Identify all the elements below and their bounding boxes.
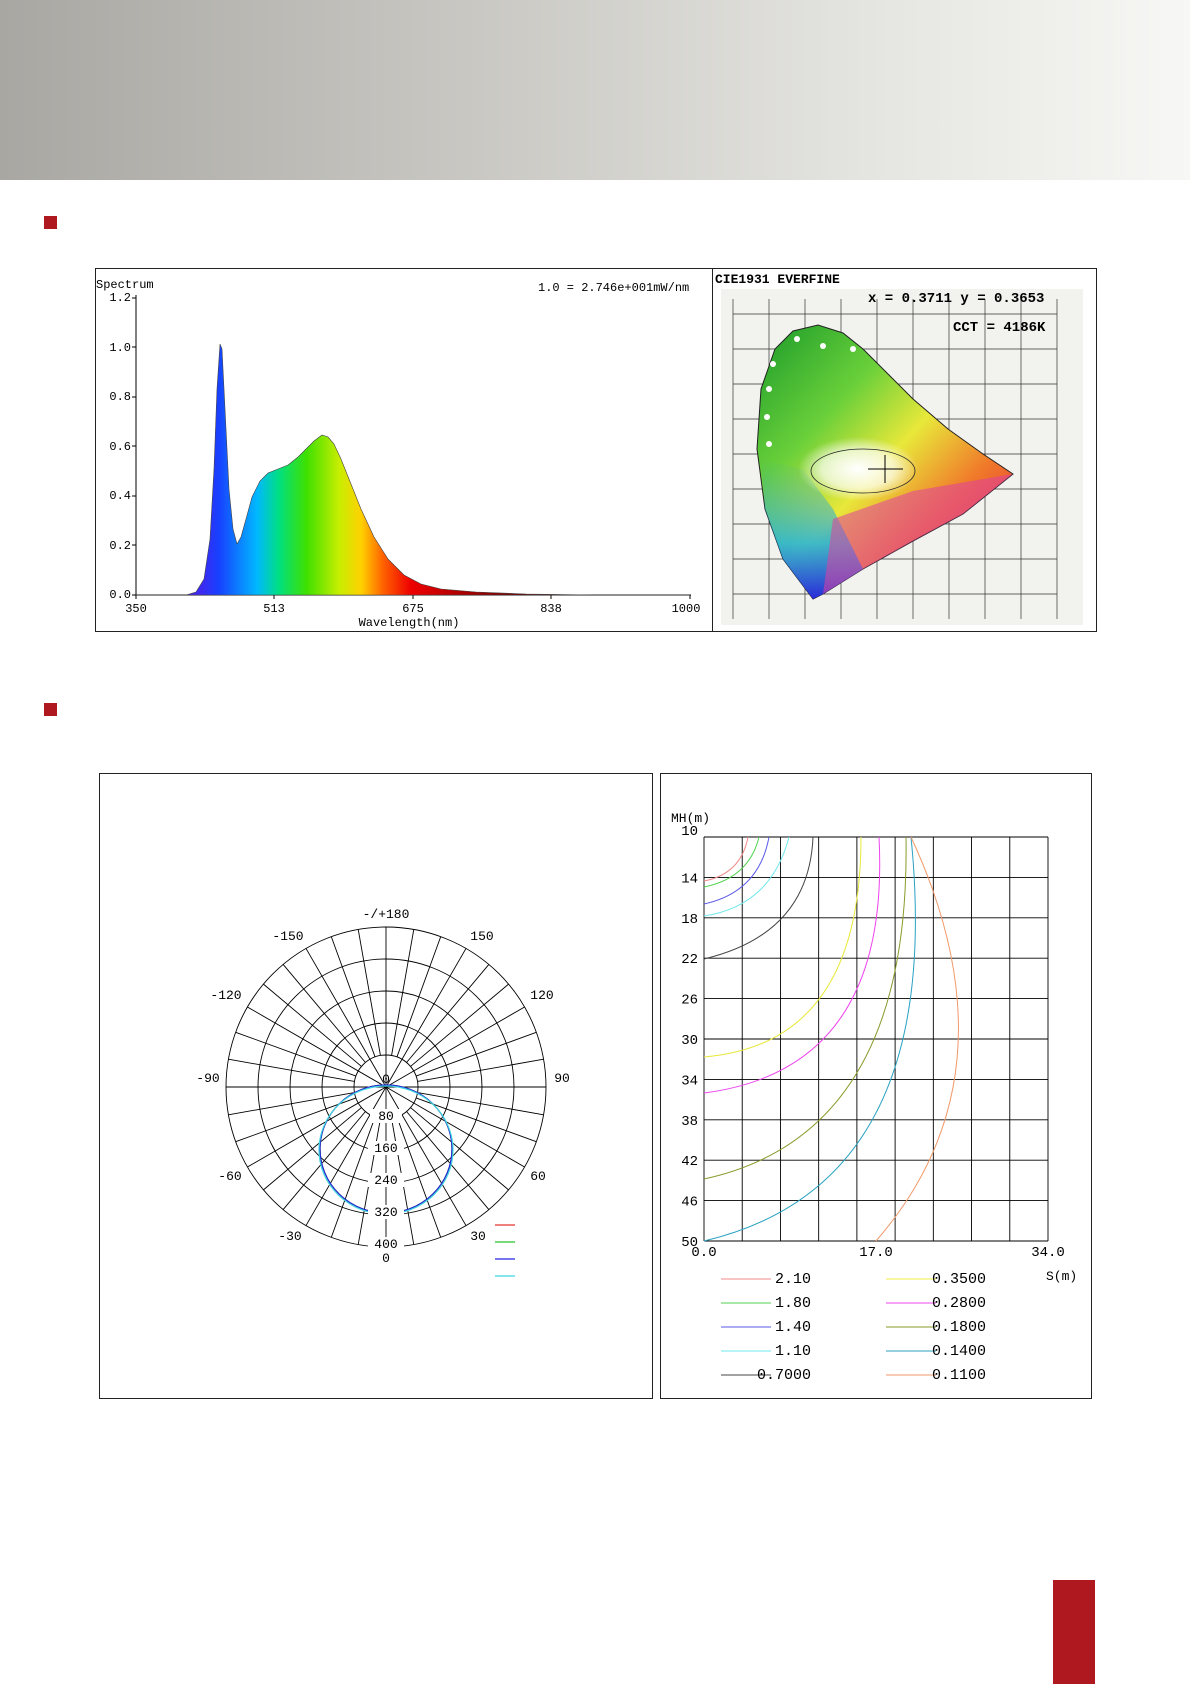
angle-label-n120: -120 [210,988,241,1003]
angle-label-n90: -90 [196,1071,219,1086]
contour-0-1100 [875,836,959,1242]
y-tick-0: 0.0 [109,588,131,602]
angle-label-0: 0 [382,1251,390,1266]
contour-1-40 [703,836,770,905]
spectrum-chart: Spectrum 1.0 = 2.746e+001mW/nm 0.0 0.2 0… [96,278,701,630]
y-tick-5: 1.0 [109,341,131,355]
legend-value: 2.10 [775,1271,811,1288]
section-marker-photometry [44,703,57,716]
isolux-x-label: S(m) [1046,1269,1077,1284]
legend-value: 1.10 [775,1343,811,1360]
legend-value: 0.1100 [932,1367,986,1384]
legend-value: 0.3500 [932,1271,986,1288]
section-marker-spectrum [44,216,57,229]
angle-label-p150: 150 [470,929,493,944]
y-tick-2: 0.4 [109,489,131,503]
angle-label-p90: 90 [554,1071,570,1086]
angle-label-180: -/+180 [363,907,410,922]
cie-diagram-panel: CIE1931 EVERFINE x = 0.3711 y = 0.3653 C… [712,268,1097,632]
isolux-contours [703,836,959,1242]
contour-0-1800 [703,836,907,1180]
legend-value: 1.80 [775,1295,811,1312]
contour-1-10 [703,836,790,917]
contour-0-1400 [703,836,916,1242]
isolux-y-tick: 30 [681,1033,698,1049]
spectrum-scale-note: 1.0 = 2.746e+001mW/nm [538,281,689,295]
legend-value: 0.1800 [932,1319,986,1336]
isolux-y-tick: 42 [681,1154,698,1170]
contour-2-10 [703,836,749,882]
angle-label-p60: 60 [530,1169,546,1184]
angle-label-n30: -30 [278,1229,301,1244]
legend-value: 0.2800 [932,1295,986,1312]
cie-title: CIE1931 EVERFINE [715,272,840,287]
y-tick-4: 0.8 [109,390,131,404]
y-tick-1: 0.2 [109,539,131,553]
x-tick-0: 350 [125,602,147,616]
isolux-y-tick: 46 [681,1195,698,1211]
isolux-y-tick: 34 [681,1073,698,1089]
x-tick-1: 513 [263,602,285,616]
isolux-y-tick: 10 [681,824,698,840]
isolux-y-tick: 26 [681,993,698,1009]
ring-label-400: 400 [374,1237,397,1252]
isolux-legend: 2.10 1.80 1.40 1.10 0.7000 0.3500 0.2800 0.1800… [721,1271,986,1384]
isolux-y-tick: 18 [681,912,698,928]
polar-diagram-panel: -/+180 -150 150 -120 120 -90 90 -60 60 -… [99,773,653,1399]
y-tick-6: 1.2 [109,291,131,305]
ring-label-0: 0 [382,1072,390,1087]
legend-value: 0.1400 [932,1343,986,1360]
angle-label-p30: 30 [470,1229,486,1244]
isolux-diagram: MH(m) 10 14 18 22 26 30 34 38 42 46 50 0.0 17.0 34… [671,811,1077,1384]
isolux-y-tick: 38 [681,1114,698,1130]
ring-label-160: 160 [374,1141,397,1156]
ring-label-240: 240 [374,1173,397,1188]
cie-cct: CCT = 4186K [953,320,1046,336]
isolux-x-tick-1: 17.0 [859,1245,893,1261]
legend-value: 1.40 [775,1319,811,1336]
isolux-x-tick-0: 0.0 [691,1245,716,1261]
isolux-diagram-panel: MH(m) 10 14 18 22 26 30 34 38 42 46 50 0.0 17.0 34… [660,773,1092,1399]
x-tick-3: 838 [540,602,562,616]
contour-0-2800 [703,836,881,1094]
spectrum-curve [136,343,690,596]
isolux-y-label: MH(m) [671,811,710,826]
legend-value: 0.7000 [757,1367,811,1384]
contour-1-80 [703,836,760,888]
page-tab [1053,1580,1095,1684]
spectrum-chart-panel: Spectrum 1.0 = 2.746e+001mW/nm 0.0 0.2 0… [95,268,714,632]
angle-label-n150: -150 [272,929,303,944]
angle-label-p120: 120 [530,988,553,1003]
angle-label-n60: -60 [218,1169,241,1184]
spectrum-title: Spectrum [96,278,154,292]
contour-0-7000 [703,836,814,960]
cie-coordinates: x = 0.3711 y = 0.3653 [868,291,1044,307]
header-banner [0,0,1190,180]
isolux-grid [703,836,1049,1242]
chromaticity-point-marker [868,455,903,483]
isolux-x-tick-2: 34.0 [1031,1245,1065,1261]
isolux-y-tick: 14 [681,871,698,887]
ring-label-80: 80 [378,1109,394,1124]
polar-grid [225,926,547,1248]
ring-label-320: 320 [374,1205,397,1220]
x-tick-2: 675 [402,602,424,616]
contour-0-3500 [703,836,862,1058]
y-tick-3: 0.6 [109,440,131,454]
cie-diagram: CIE1931 EVERFINE x = 0.3711 y = 0.3653 C… [713,269,1096,625]
isolux-y-tick: 22 [681,952,698,968]
polar-diagram: -/+180 -150 150 -120 120 -90 90 -60 60 -… [196,907,570,1277]
spectrum-xlabel: Wavelength(nm) [359,616,460,630]
isolux-y-tick: 50 [681,1235,698,1251]
x-tick-4: 1000 [672,602,701,616]
polar-legend [495,1224,515,1277]
